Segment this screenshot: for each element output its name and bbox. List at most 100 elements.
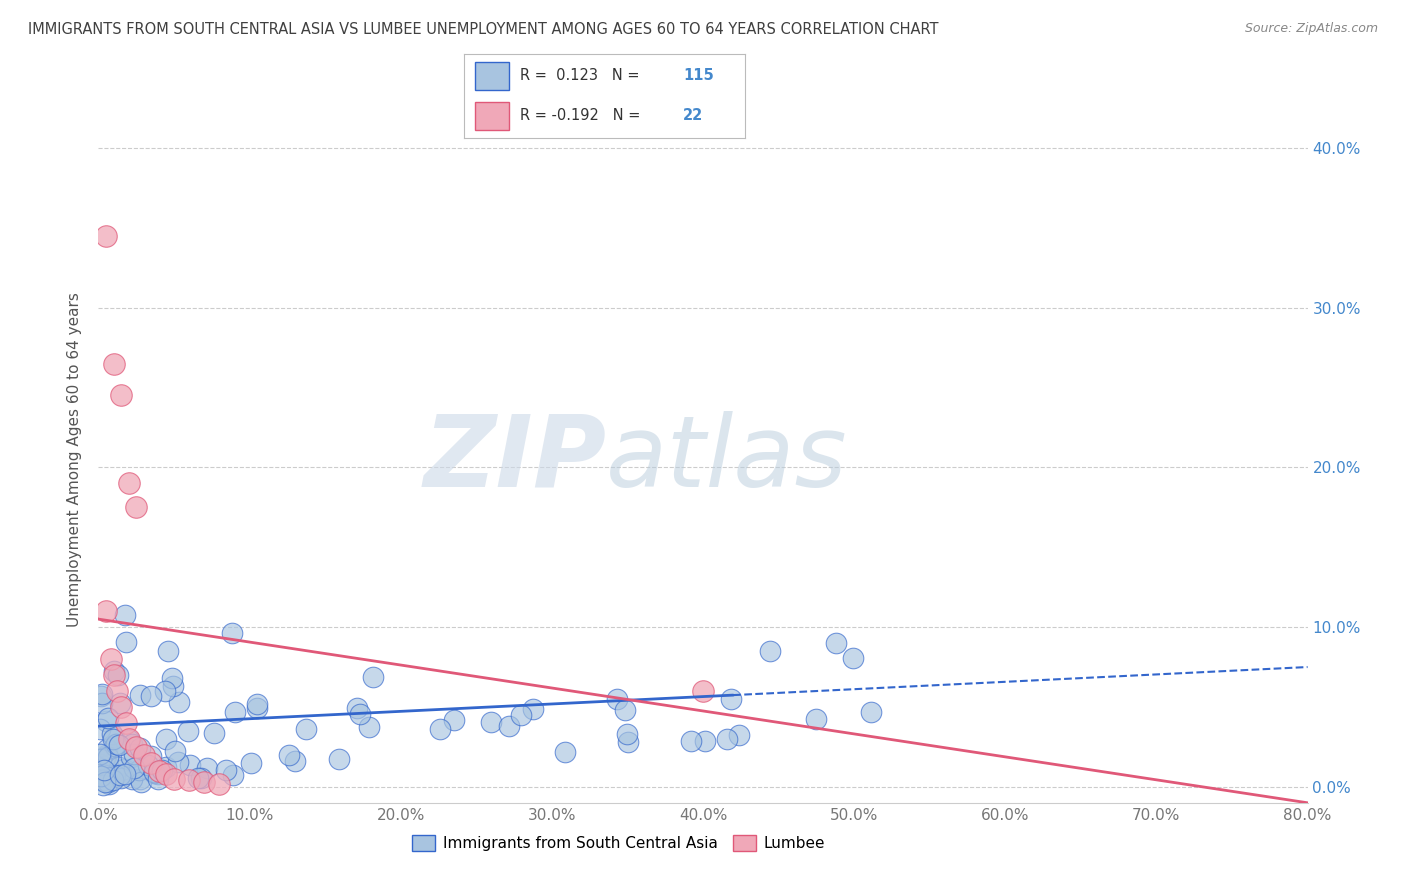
Point bbox=[163, 744, 186, 758]
Point bbox=[125, 500, 148, 515]
Point bbox=[692, 684, 714, 698]
Point bbox=[804, 712, 827, 726]
Point bbox=[91, 773, 114, 788]
Point bbox=[103, 357, 125, 371]
Point bbox=[105, 737, 128, 751]
Point bbox=[155, 732, 177, 747]
Point bbox=[118, 733, 141, 747]
Text: R =  0.123   N =: R = 0.123 N = bbox=[520, 69, 644, 84]
Point bbox=[443, 713, 465, 727]
Point bbox=[97, 767, 120, 781]
Point bbox=[169, 695, 191, 709]
Point bbox=[716, 731, 738, 746]
Point bbox=[101, 731, 124, 746]
Point bbox=[97, 711, 120, 725]
Point bbox=[179, 758, 201, 772]
Point bbox=[606, 691, 628, 706]
Point bbox=[90, 766, 112, 780]
Point bbox=[103, 731, 125, 745]
Point bbox=[110, 388, 132, 402]
Point bbox=[132, 747, 155, 762]
Point bbox=[155, 767, 177, 781]
Point bbox=[114, 608, 136, 623]
Point bbox=[122, 761, 145, 775]
Point bbox=[146, 767, 169, 781]
Point bbox=[94, 604, 117, 618]
Point bbox=[825, 636, 848, 650]
Text: ZIP: ZIP bbox=[423, 411, 606, 508]
Point bbox=[121, 738, 143, 752]
Point bbox=[110, 700, 132, 714]
Point bbox=[617, 735, 640, 749]
Point bbox=[89, 769, 111, 783]
Point bbox=[139, 749, 162, 764]
Text: 22: 22 bbox=[683, 108, 703, 123]
Point bbox=[346, 701, 368, 715]
Point bbox=[190, 771, 212, 785]
Point bbox=[143, 764, 166, 779]
Point bbox=[357, 720, 380, 734]
Point bbox=[96, 750, 118, 764]
Point bbox=[97, 750, 120, 764]
Point bbox=[214, 763, 236, 777]
Point bbox=[89, 747, 111, 762]
Point bbox=[277, 748, 299, 763]
Point bbox=[131, 761, 153, 775]
Point bbox=[103, 665, 125, 679]
Point bbox=[128, 741, 150, 756]
Y-axis label: Unemployment Among Ages 60 to 64 years: Unemployment Among Ages 60 to 64 years bbox=[67, 292, 83, 627]
Point bbox=[193, 775, 215, 789]
Point bbox=[90, 696, 112, 710]
Point bbox=[148, 764, 170, 778]
Point bbox=[759, 643, 782, 657]
Point bbox=[363, 670, 385, 684]
Point bbox=[94, 750, 117, 764]
Point bbox=[98, 777, 121, 791]
Point bbox=[90, 690, 112, 704]
Point bbox=[222, 768, 245, 782]
Point bbox=[143, 765, 166, 780]
Point bbox=[155, 684, 177, 698]
Point bbox=[328, 752, 350, 766]
Point bbox=[104, 768, 127, 782]
Point bbox=[681, 733, 703, 747]
Point bbox=[163, 772, 186, 786]
Point bbox=[554, 745, 576, 759]
Point bbox=[613, 703, 636, 717]
Point bbox=[125, 739, 148, 754]
Point bbox=[221, 626, 243, 640]
Point bbox=[179, 773, 201, 788]
Point bbox=[429, 723, 451, 737]
Point bbox=[177, 723, 200, 738]
Point bbox=[202, 726, 225, 740]
Point bbox=[104, 769, 127, 783]
Point bbox=[224, 705, 246, 719]
Point bbox=[93, 768, 115, 782]
Point bbox=[108, 760, 131, 774]
Point bbox=[240, 756, 263, 770]
Point bbox=[860, 706, 883, 720]
Point bbox=[349, 706, 371, 721]
Point bbox=[121, 772, 143, 787]
Point bbox=[208, 777, 231, 791]
Point bbox=[141, 756, 163, 770]
Point bbox=[129, 775, 152, 789]
Point bbox=[103, 668, 125, 682]
Point bbox=[152, 763, 174, 777]
Point bbox=[114, 715, 136, 730]
Text: Source: ZipAtlas.com: Source: ZipAtlas.com bbox=[1244, 22, 1378, 36]
Text: atlas: atlas bbox=[606, 411, 848, 508]
Point bbox=[294, 723, 316, 737]
Point bbox=[97, 775, 120, 789]
Point bbox=[120, 750, 142, 764]
Point bbox=[693, 733, 716, 747]
Point bbox=[110, 771, 132, 785]
Point bbox=[115, 635, 138, 649]
Point bbox=[114, 767, 136, 781]
Point bbox=[155, 759, 177, 773]
Point bbox=[141, 689, 163, 703]
Text: IMMIGRANTS FROM SOUTH CENTRAL ASIA VS LUMBEE UNEMPLOYMENT AMONG AGES 60 TO 64 YE: IMMIGRANTS FROM SOUTH CENTRAL ASIA VS LU… bbox=[28, 22, 939, 37]
Point bbox=[97, 757, 120, 772]
Point bbox=[157, 644, 180, 658]
Point bbox=[108, 697, 131, 711]
